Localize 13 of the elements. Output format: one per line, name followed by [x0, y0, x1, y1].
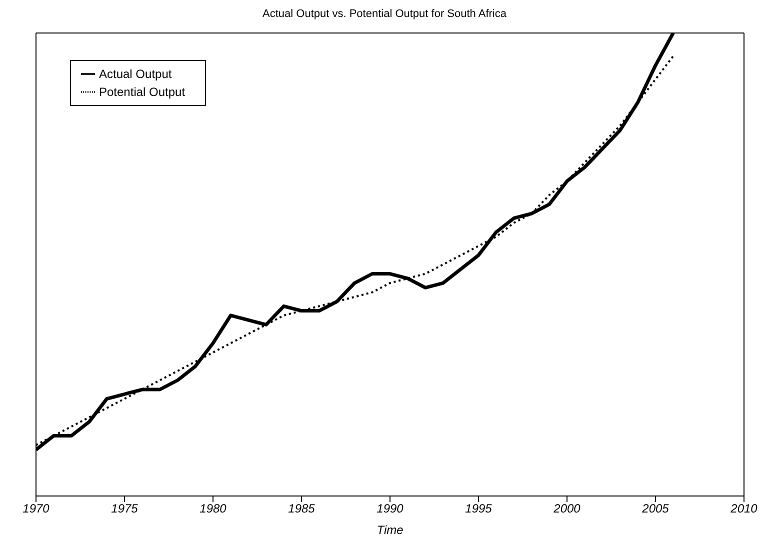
x-tick-label: 2000 — [552, 502, 581, 516]
x-tick-label: 1985 — [288, 502, 316, 516]
x-tick-label: 2010 — [730, 502, 758, 516]
x-tick-label: 1970 — [22, 502, 50, 516]
x-tick-label: 1980 — [200, 502, 227, 516]
x-tick-label: 1975 — [111, 502, 138, 516]
x-tick-label: 1995 — [465, 502, 492, 516]
x-axis-title: Time — [376, 523, 404, 537]
legend-label: Potential Output — [99, 85, 186, 99]
legend-label: Actual Output — [99, 67, 172, 81]
chart-title: Actual Output vs. Potential Output for South Africa — [262, 8, 508, 22]
x-tick-label: 1990 — [376, 502, 404, 516]
x-tick-label: 2005 — [641, 502, 670, 516]
